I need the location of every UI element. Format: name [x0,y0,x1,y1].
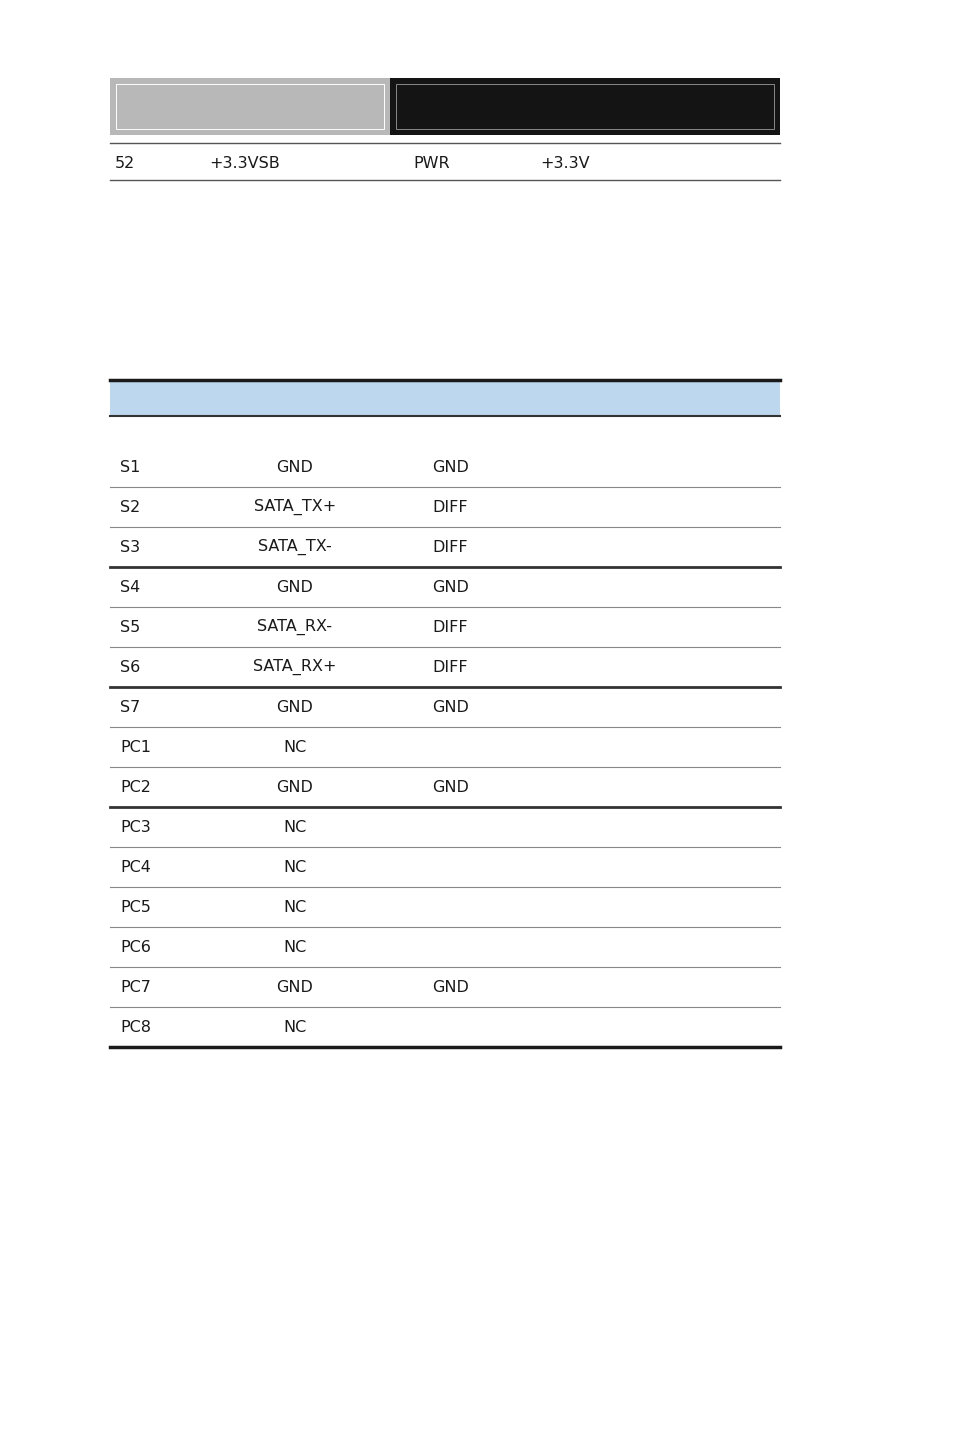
Text: GND: GND [276,979,314,995]
Bar [116,85,384,129]
Text: SATA_RX-: SATA_RX- [257,619,333,635]
Bar [395,85,773,129]
Bar [110,381,780,414]
Text: S5: S5 [120,619,140,634]
Text: DIFF: DIFF [432,619,467,634]
Text: NC: NC [283,899,306,915]
Text: GND: GND [432,459,468,475]
Text: GND: GND [432,780,468,794]
Text: 52: 52 [115,155,135,171]
Text: +3.3V: +3.3V [539,155,589,171]
Bar [110,77,390,135]
Text: DIFF: DIFF [432,539,467,555]
Text: NC: NC [283,740,306,754]
Text: PC8: PC8 [120,1020,151,1034]
Text: GND: GND [276,780,314,794]
Text: PC7: PC7 [120,979,151,995]
Text: +3.3VSB: +3.3VSB [210,155,280,171]
Text: NC: NC [283,859,306,875]
Text: S1: S1 [120,459,140,475]
Text: S7: S7 [120,700,140,714]
Text: GND: GND [432,579,468,595]
Text: GND: GND [276,459,314,475]
Text: NC: NC [283,939,306,955]
Text: DIFF: DIFF [432,660,467,674]
Text: PC1: PC1 [120,740,151,754]
Text: S4: S4 [120,579,140,595]
Text: S2: S2 [120,499,140,515]
Text: GND: GND [276,700,314,714]
Text: PC5: PC5 [120,899,151,915]
Text: SATA_RX+: SATA_RX+ [253,658,336,675]
Text: SATA_TX-: SATA_TX- [258,539,332,555]
Text: GND: GND [432,979,468,995]
Text: DIFF: DIFF [432,499,467,515]
Text: GND: GND [432,700,468,714]
Bar [390,77,780,135]
Text: PC3: PC3 [120,819,151,835]
Text: PC2: PC2 [120,780,151,794]
Text: NC: NC [283,819,306,835]
Text: PWR: PWR [414,155,450,171]
Text: S6: S6 [120,660,140,674]
Text: PC4: PC4 [120,859,151,875]
Text: GND: GND [276,579,314,595]
Text: SATA_TX+: SATA_TX+ [253,499,335,515]
Text: NC: NC [283,1020,306,1034]
Text: S3: S3 [120,539,140,555]
Text: PC6: PC6 [120,939,151,955]
